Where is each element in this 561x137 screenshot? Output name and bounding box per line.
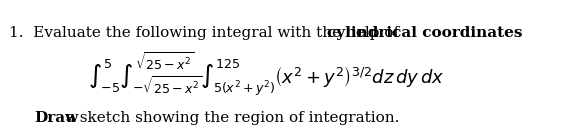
Text: cylindrical coordinates: cylindrical coordinates bbox=[328, 25, 523, 40]
Text: $\int_{-5}^{5} \int_{-\sqrt{25-x^2}}^{\sqrt{25-x^2}} \int_{5(x^2+y^2)}^{125} \le: $\int_{-5}^{5} \int_{-\sqrt{25-x^2}}^{\s… bbox=[88, 51, 445, 99]
Text: Draw: Draw bbox=[34, 111, 79, 125]
Text: a sketch showing the region of integration.: a sketch showing the region of integrati… bbox=[61, 111, 399, 125]
Text: 1.  Evaluate the following integral with the help of: 1. Evaluate the following integral with … bbox=[10, 25, 404, 40]
